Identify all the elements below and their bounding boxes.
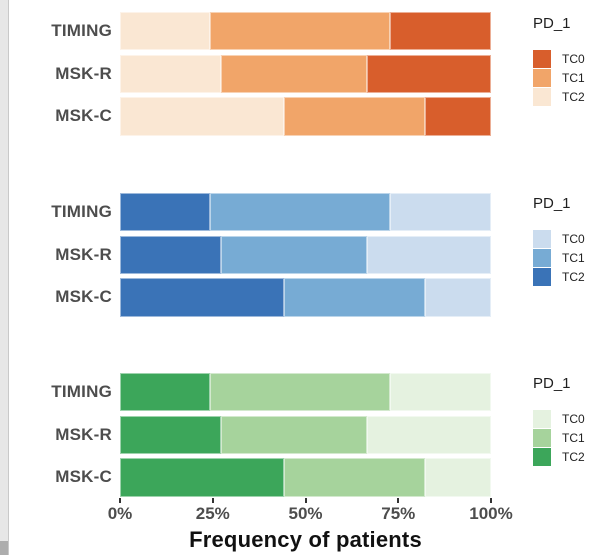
legend-entry-tc1: TC1 bbox=[533, 69, 600, 87]
legend-swatch-tc2 bbox=[533, 268, 551, 286]
x-tick-mark bbox=[211, 498, 214, 503]
bar-segment-tc0 bbox=[425, 458, 491, 497]
bar-segment-tc1 bbox=[220, 235, 368, 274]
stacked-bar-green-msk-r bbox=[120, 415, 491, 454]
scrollbar-corner bbox=[0, 541, 8, 555]
x-tick-label: 0% bbox=[107, 504, 133, 523]
legend-entry-tc1: TC1 bbox=[533, 249, 600, 267]
category-label-msk-r: MSK-R bbox=[55, 424, 112, 444]
legend-label: TC0 bbox=[562, 412, 585, 426]
bar-segment-tc0 bbox=[390, 373, 491, 412]
x-tick-label: 100% bbox=[469, 504, 513, 523]
bar-segment-tc2 bbox=[120, 12, 211, 51]
legend-swatch-tc0 bbox=[533, 410, 551, 428]
bar-segment-tc1 bbox=[283, 97, 426, 136]
legend-swatch-tc0 bbox=[533, 50, 551, 68]
bar-segment-tc0 bbox=[390, 193, 491, 232]
stacked-bar-orange-timing bbox=[120, 12, 491, 51]
category-label-timing: TIMING bbox=[51, 21, 112, 40]
legend-green: PD_1 TC0 TC1 TC2 bbox=[533, 374, 600, 467]
x-axis-title: Frequency of patients bbox=[189, 527, 422, 552]
x-tick-mark bbox=[119, 498, 121, 503]
stacked-bar-blue-timing bbox=[120, 193, 491, 232]
legend-title: PD_1 bbox=[533, 15, 571, 32]
bar-segment-tc2 bbox=[120, 54, 221, 93]
bar-segment-tc2 bbox=[120, 458, 284, 497]
legend-swatch-tc0 bbox=[533, 230, 551, 248]
category-label-msk-r: MSK-R bbox=[55, 63, 112, 83]
stacked-bar-blue-msk-c bbox=[120, 278, 491, 317]
bar-segment-tc2 bbox=[120, 278, 284, 317]
legend-blue: PD_1 TC0 TC1 TC2 bbox=[533, 194, 600, 287]
bar-segment-tc1 bbox=[210, 193, 391, 232]
legend-label: TC1 bbox=[562, 251, 585, 265]
legend-swatch-tc2 bbox=[533, 448, 551, 466]
bar-segment-tc0 bbox=[367, 54, 491, 93]
category-label-timing: TIMING bbox=[51, 382, 112, 401]
legend-entry-tc1: TC1 bbox=[533, 429, 600, 447]
bar-segment-tc2 bbox=[120, 373, 211, 412]
legend-label: TC0 bbox=[562, 52, 585, 66]
bar-segment-tc0 bbox=[367, 235, 491, 274]
bar-segment-tc0 bbox=[425, 97, 491, 136]
legend-entry-tc2: TC2 bbox=[533, 448, 600, 466]
legend-entry-tc0: TC0 bbox=[533, 410, 600, 428]
legend-label: TC2 bbox=[562, 270, 585, 284]
legend-entry-tc0: TC0 bbox=[533, 230, 600, 248]
stacked-bar-blue-msk-r bbox=[120, 235, 491, 274]
x-tick-mark bbox=[490, 498, 492, 503]
bar-segment-tc1 bbox=[283, 278, 426, 317]
stacked-bar-green-msk-c bbox=[120, 458, 491, 497]
x-tick-label: 75% bbox=[381, 504, 416, 523]
bar-segment-tc1 bbox=[283, 458, 426, 497]
category-label-msk-c: MSK-C bbox=[55, 467, 112, 487]
legend-swatch-tc2 bbox=[533, 88, 551, 106]
category-label-msk-c: MSK-C bbox=[55, 106, 112, 126]
bar-segment-tc2 bbox=[120, 193, 211, 232]
legend-title: PD_1 bbox=[533, 375, 571, 392]
bar-segment-tc1 bbox=[210, 12, 391, 51]
legend-orange: PD_1 TC0 TC1 TC2 bbox=[533, 14, 600, 107]
bar-segment-tc0 bbox=[425, 278, 491, 317]
legend-entry-tc2: TC2 bbox=[533, 88, 600, 106]
scrollbar-track[interactable] bbox=[0, 0, 9, 555]
bar-segment-tc2 bbox=[120, 415, 221, 454]
x-tick-mark bbox=[397, 498, 400, 503]
legend-entry-tc2: TC2 bbox=[533, 268, 600, 286]
stacked-bar-orange-msk-r bbox=[120, 54, 491, 93]
legend-title: PD_1 bbox=[533, 195, 571, 212]
bar-segment-tc0 bbox=[390, 12, 491, 51]
x-tick-mark bbox=[304, 498, 307, 503]
category-label-timing: TIMING bbox=[51, 202, 112, 221]
legend-swatch-tc1 bbox=[533, 249, 551, 267]
bar-segment-tc2 bbox=[120, 235, 221, 274]
legend-swatch-tc1 bbox=[533, 69, 551, 87]
legend-label: TC0 bbox=[562, 232, 585, 246]
legend-label: TC2 bbox=[562, 90, 585, 104]
category-label-msk-r: MSK-R bbox=[55, 244, 112, 264]
stacked-bar-green-timing bbox=[120, 373, 491, 412]
legend-label: TC1 bbox=[562, 71, 585, 85]
legend-swatch-tc1 bbox=[533, 429, 551, 447]
stacked-bar-orange-msk-c bbox=[120, 97, 491, 136]
bar-segment-tc1 bbox=[220, 54, 368, 93]
category-label-msk-c: MSK-C bbox=[55, 287, 112, 307]
bar-segment-tc0 bbox=[367, 415, 491, 454]
bar-segment-tc1 bbox=[220, 415, 368, 454]
x-tick-label: 25% bbox=[195, 504, 230, 523]
bar-segment-tc1 bbox=[210, 373, 391, 412]
legend-label: TC1 bbox=[562, 431, 585, 445]
legend-label: TC2 bbox=[562, 450, 585, 464]
bar-segment-tc2 bbox=[120, 97, 284, 136]
x-tick-label: 50% bbox=[288, 504, 323, 523]
legend-entry-tc0: TC0 bbox=[533, 50, 600, 68]
